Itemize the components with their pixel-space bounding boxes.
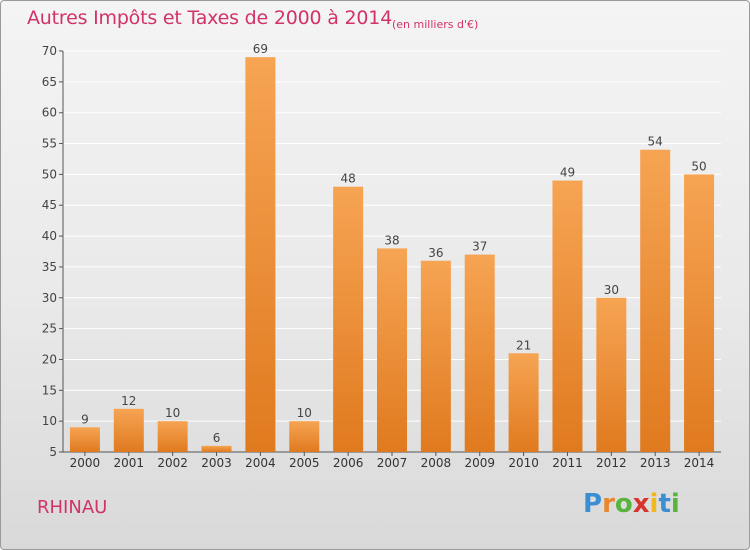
bar-2004 <box>245 57 276 453</box>
data-label: 48 <box>340 172 355 186</box>
y-tick-label: 20 <box>42 352 57 366</box>
x-tick-label: 2003 <box>201 456 232 470</box>
x-tick-label: 2011 <box>552 456 583 470</box>
bar-2007 <box>377 248 407 452</box>
bar-2001 <box>113 408 144 452</box>
y-tick-label: 10 <box>42 414 57 428</box>
y-tick-label: 55 <box>42 137 57 151</box>
y-tick-label: 25 <box>42 322 57 336</box>
bar-2008 <box>420 260 451 452</box>
data-label: 9 <box>81 412 89 426</box>
bar-2010 <box>508 353 539 452</box>
y-tick-label: 35 <box>42 260 57 274</box>
bar-2002 <box>157 421 188 452</box>
y-tick-label: 70 <box>42 44 57 58</box>
data-label: 21 <box>516 338 531 352</box>
bar-2000 <box>69 427 100 452</box>
y-tick-label: 5 <box>49 445 57 459</box>
y-tick-label: 65 <box>42 75 57 89</box>
data-label: 6 <box>213 431 221 445</box>
y-tick-label: 30 <box>42 291 57 305</box>
data-label: 10 <box>165 406 180 420</box>
x-tick-label: 2013 <box>640 456 671 470</box>
data-label: 50 <box>691 159 706 173</box>
bar-2003 <box>201 445 232 452</box>
x-tick-label: 2012 <box>596 456 627 470</box>
bar-2005 <box>289 421 320 452</box>
data-label: 37 <box>472 240 487 254</box>
bar-2012 <box>596 297 627 452</box>
data-label: 38 <box>384 233 399 247</box>
x-tick-label: 2005 <box>289 456 320 470</box>
x-tick-label: 2014 <box>684 456 715 470</box>
bar-2009 <box>464 254 495 452</box>
bar-2006 <box>333 186 364 452</box>
y-tick-label: 40 <box>42 229 57 243</box>
bar-2014 <box>684 174 715 452</box>
y-tick-label: 60 <box>42 106 57 120</box>
x-tick-label: 2007 <box>377 456 408 470</box>
x-tick-label: 2008 <box>421 456 452 470</box>
bar-2013 <box>640 149 671 452</box>
data-label: 54 <box>648 135 663 149</box>
data-label: 36 <box>428 246 443 260</box>
proxiti-logo: Proxiti <box>583 489 680 519</box>
bar-2011 <box>552 180 583 453</box>
x-tick-label: 2000 <box>70 456 101 470</box>
data-label: 10 <box>297 406 312 420</box>
y-tick-label: 45 <box>42 198 57 212</box>
data-label: 69 <box>253 42 268 56</box>
x-tick-label: 2006 <box>333 456 364 470</box>
chart-subtitle: (en milliers d'€) <box>392 18 479 31</box>
chart-title: Autres Impôts et Taxes de 2000 à 2014 <box>27 7 393 29</box>
commune-name: RHINAU <box>37 497 108 518</box>
data-label: 12 <box>121 394 136 408</box>
y-tick-label: 15 <box>42 383 57 397</box>
x-tick-label: 2010 <box>508 456 539 470</box>
x-tick-label: 2004 <box>245 456 276 470</box>
x-tick-label: 2009 <box>464 456 495 470</box>
x-tick-label: 2001 <box>114 456 145 470</box>
y-tick-label: 50 <box>42 167 57 181</box>
data-label: 30 <box>604 283 619 297</box>
x-tick-label: 2002 <box>157 456 188 470</box>
data-label: 49 <box>560 166 575 180</box>
